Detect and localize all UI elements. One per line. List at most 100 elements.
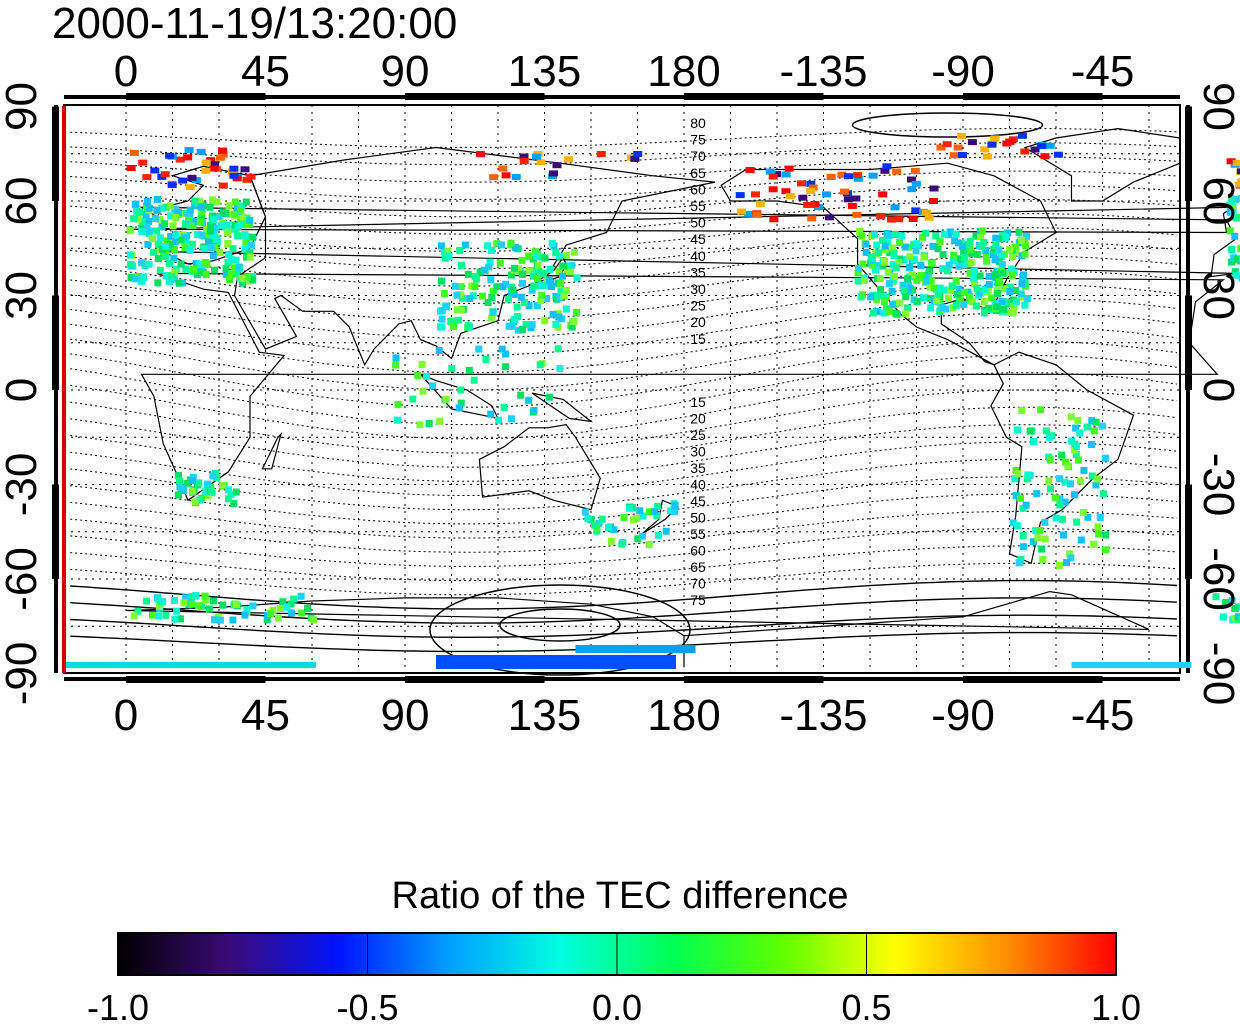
tec-point: [498, 345, 506, 353]
tec-point: [961, 253, 969, 261]
tec-point: [229, 616, 237, 624]
tec-point: [1022, 501, 1030, 509]
tec-point: [241, 611, 249, 619]
tec-point: [976, 289, 984, 297]
tec-point: [274, 614, 282, 622]
tec-point: [438, 307, 446, 315]
tec-point: [238, 202, 246, 210]
tec-point: [543, 295, 551, 303]
lat-tick-label-left: 60: [0, 177, 46, 226]
tec-point: [878, 191, 888, 198]
tec-point: [298, 609, 306, 617]
contour-line: [70, 562, 1177, 596]
tec-point: [189, 487, 197, 495]
tec-point: [920, 253, 928, 261]
tec-point: [895, 299, 903, 307]
tec-point: [966, 293, 973, 301]
tec-point: [999, 298, 1007, 306]
tec-point: [856, 227, 864, 235]
tec-point: [213, 198, 221, 206]
tec-point: [1046, 456, 1054, 464]
tec-point: [910, 167, 920, 174]
tec-point: [892, 168, 902, 175]
tec-point: [1017, 132, 1027, 139]
coastline-madagascar: [261, 432, 283, 470]
tec-point: [249, 276, 257, 284]
tec-point: [1101, 546, 1109, 554]
tec-point: [781, 171, 791, 178]
tec-point: [530, 272, 537, 280]
coastline-north-america: [720, 162, 1057, 366]
tec-point: [1233, 255, 1240, 263]
lat-tick-label-right: -30: [1194, 453, 1240, 517]
tec-data-points: [66, 132, 1240, 669]
tec-point: [618, 540, 626, 548]
tec-point: [562, 287, 570, 294]
tec-point: [654, 531, 662, 539]
tec-point: [1231, 268, 1239, 276]
tec-point: [1092, 418, 1100, 426]
tec-point: [223, 221, 231, 229]
tec-point: [176, 477, 183, 485]
tec-point: [231, 198, 239, 206]
tec-point: [960, 261, 968, 269]
tec-point: [457, 386, 465, 394]
tec-point: [573, 274, 581, 282]
tec-point: [211, 224, 219, 232]
tec-point: [489, 308, 497, 316]
tec-point: [847, 202, 857, 209]
tec-point: [486, 258, 494, 266]
tec-point: [872, 262, 880, 270]
lon-tick-label-top: -135: [779, 47, 867, 96]
tec-point: [890, 204, 900, 211]
tec-point: [1072, 424, 1080, 432]
tec-point: [207, 243, 215, 251]
tec-point: [1238, 616, 1240, 623]
tec-point: [436, 655, 676, 669]
contour-label: 25: [690, 427, 706, 443]
colorbar-tick-label: 0.0: [592, 987, 642, 1024]
tec-point: [940, 230, 948, 238]
tec-point: [227, 256, 235, 264]
tec-point: [192, 591, 200, 599]
tec-point: [1094, 523, 1102, 531]
tec-point: [1013, 522, 1021, 530]
tec-point: [442, 395, 450, 403]
tec-point: [159, 598, 166, 606]
tec-point: [987, 141, 997, 148]
tec-point: [210, 266, 218, 274]
tec-point: [213, 236, 220, 243]
tec-point: [279, 598, 287, 606]
tec-point: [532, 153, 541, 160]
tec-point: [1076, 429, 1084, 437]
tec-point: [498, 241, 505, 249]
tec-point: [211, 243, 219, 251]
tec-point: [1005, 138, 1015, 145]
right-border-block: [1185, 106, 1192, 201]
tec-point: [945, 261, 953, 269]
tec-point: [423, 372, 431, 380]
tec-point: [185, 184, 195, 191]
tec-point: [205, 231, 213, 239]
tec-point: [215, 213, 223, 220]
tec-point: [824, 214, 834, 221]
tec-point: [188, 600, 196, 608]
tec-point: [952, 230, 960, 238]
tec-point: [195, 496, 203, 504]
tec-point: [162, 272, 170, 279]
lon-tick-label-top: -45: [1071, 47, 1135, 96]
tec-point: [996, 278, 1004, 286]
tec-point: [910, 255, 918, 263]
tec-point: [150, 167, 160, 174]
bottom-border-block: [126, 676, 266, 683]
tec-point: [484, 299, 492, 307]
tec-point: [932, 232, 940, 240]
tec-point: [629, 516, 637, 524]
tec-point: [534, 261, 542, 269]
tec-point: [194, 231, 202, 238]
tec-point: [1052, 494, 1060, 502]
tec-point: [862, 248, 870, 256]
tec-point: [548, 239, 556, 247]
tec-point: [868, 253, 875, 261]
contour-line: [70, 528, 1177, 567]
